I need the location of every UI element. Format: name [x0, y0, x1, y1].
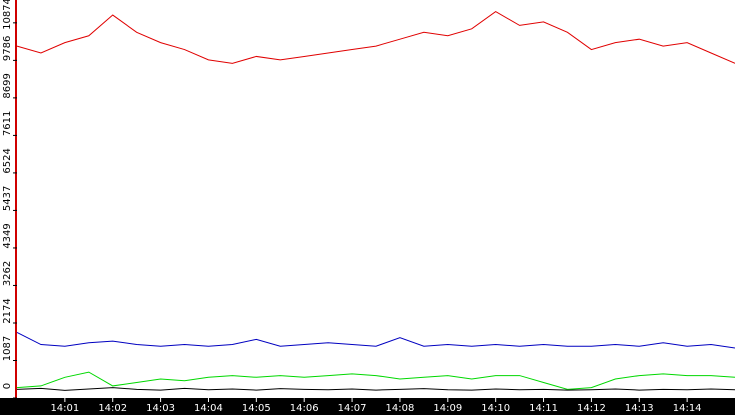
- line-series: [16, 387, 735, 391]
- y-tick-label: 3262: [2, 261, 13, 286]
- y-tick-label: 7611: [2, 111, 13, 136]
- x-tick-label: 14:14: [673, 403, 702, 414]
- y-tick-label: 1087: [2, 336, 13, 361]
- x-tick-label: 14:02: [98, 403, 127, 414]
- x-tick-label: 14:03: [146, 403, 175, 414]
- x-tick-label: 14:06: [290, 403, 319, 414]
- y-tick-label: 8699: [2, 73, 13, 98]
- y-tick-label: 5437: [2, 186, 13, 211]
- x-tick-label: 14:10: [481, 403, 510, 414]
- line-series: [16, 10, 735, 64]
- y-tick-label: 6524: [2, 148, 13, 173]
- y-tick-label: 10874: [2, 0, 13, 30]
- x-tick-label: 14:12: [577, 403, 606, 414]
- x-tick-label: 14:05: [242, 403, 271, 414]
- y-tick-label: 9786: [2, 36, 13, 61]
- y-tick-label: 4349: [2, 223, 13, 248]
- x-tick-label: 14:01: [50, 403, 79, 414]
- line-series: [16, 332, 735, 349]
- x-tick-label: 14:11: [529, 403, 558, 414]
- y-tick-label: 2174: [2, 298, 13, 323]
- x-tick-label: 14:08: [386, 403, 415, 414]
- line-series: [16, 371, 735, 390]
- x-tick-label: 14:04: [194, 403, 223, 414]
- y-tick-label: 0: [2, 383, 13, 389]
- x-axis-band: [0, 398, 735, 415]
- x-tick-label: 14:09: [433, 403, 462, 414]
- x-tick-label: 14:13: [625, 403, 654, 414]
- x-tick-label: 14:07: [338, 403, 367, 414]
